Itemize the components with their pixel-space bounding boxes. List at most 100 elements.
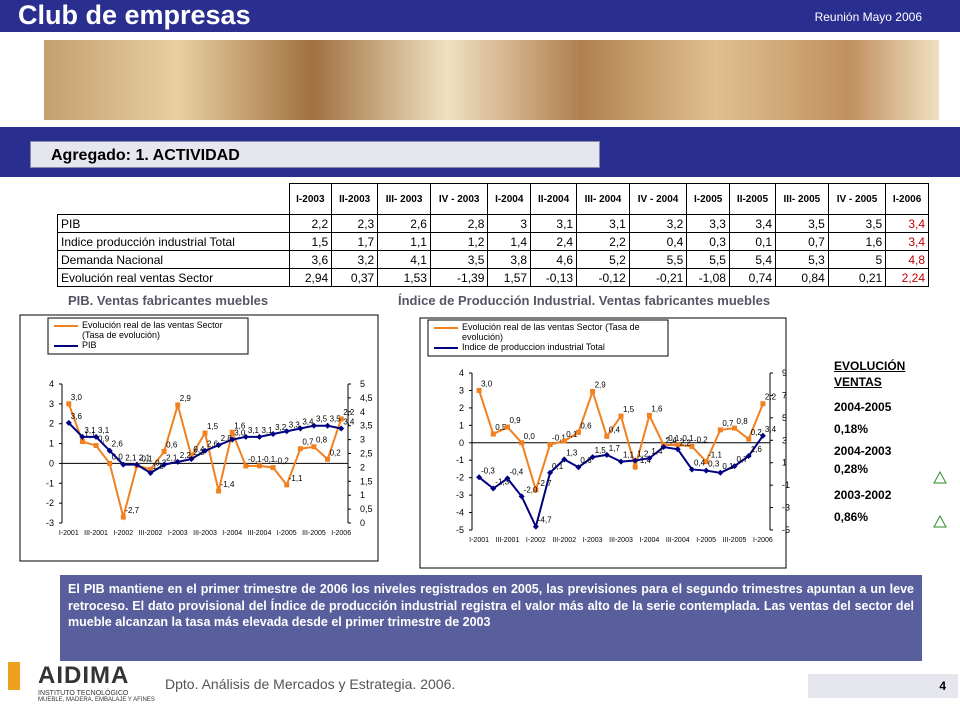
y-tick-label: -1 [46, 478, 54, 488]
y2-tick-label: 7 [782, 390, 787, 400]
marker [746, 436, 752, 442]
x-tick-label: III-2004 [248, 530, 272, 537]
marker [533, 487, 539, 493]
data-label: -0,1 [248, 455, 262, 464]
data-label: -0,2 [275, 457, 289, 466]
data-label: -0,1 [552, 434, 566, 443]
cell: 1,53 [377, 268, 431, 287]
data-label: 1,8 [153, 462, 165, 471]
data-label: -0,4 [509, 467, 523, 476]
summary: El PIB mantiene en el primer trimestre d… [60, 575, 922, 661]
data-label: -2,7 [538, 479, 552, 488]
x-tick-label: I-2006 [331, 530, 351, 537]
marker [490, 485, 497, 492]
marker [717, 427, 723, 433]
cell: 2,6 [377, 214, 431, 233]
data-label: 0,9 [509, 416, 521, 425]
legend-label: Evolución real de las ventas Sector (Tas… [82, 320, 223, 340]
marker [229, 429, 235, 435]
data-label: 1,6 [234, 421, 246, 430]
data-label: 1,5 [623, 405, 635, 414]
logo-text: AIDIMA [8, 662, 155, 690]
data-label: 0,7 [302, 438, 314, 447]
data-label: 0,4 [609, 425, 621, 434]
data-label: 2,2 [765, 393, 777, 402]
data-label: 1,3 [566, 448, 578, 457]
marker [731, 463, 738, 470]
marker [689, 443, 695, 449]
marker [175, 402, 181, 408]
section-title: Agregado: 1. ACTIVIDAD [30, 141, 600, 168]
data-label: -1,3 [495, 478, 509, 487]
page-number: 4 [808, 674, 958, 698]
data-label: 0,1 [552, 462, 564, 471]
marker [732, 425, 738, 431]
data-label: 1,2 [637, 449, 649, 458]
y2-tick-label: 3 [360, 435, 365, 445]
marker [65, 419, 72, 426]
data-label: -0,3 [481, 466, 495, 475]
y2-tick-label: 2 [360, 462, 365, 472]
marker [674, 446, 681, 453]
row-label: Evolución real ventas Sector [57, 268, 290, 287]
data-label: 3,4 [302, 417, 314, 426]
y2-tick-label: -5 [782, 525, 790, 535]
data-label: 0,1 [566, 430, 578, 439]
legend-label: PIB [82, 340, 97, 350]
cell: 5,5 [628, 250, 688, 269]
data-label: -2,0 [524, 485, 538, 494]
data-label: 0,0 [524, 432, 536, 441]
data-label: 1,1 [84, 431, 96, 440]
x-tick-label: I-2002 [113, 530, 133, 537]
data-label: -0,1 [680, 434, 694, 443]
y2-tick-label: 0 [360, 518, 365, 528]
x-tick-label: III-2001 [84, 530, 108, 537]
chart-title: Índice de Producción Industrial. Ventas … [398, 293, 771, 308]
marker [325, 456, 331, 462]
marker [311, 444, 317, 450]
legend-label-box: PIB [82, 340, 97, 350]
marker [590, 388, 596, 394]
x-tick-label: I-2005 [277, 530, 297, 537]
y-tick-label: 2 [459, 403, 464, 413]
y-tick-label: 0 [459, 438, 464, 448]
y2-tick-label: 1 [360, 490, 365, 500]
cell: 0,74 [728, 268, 777, 287]
marker [120, 514, 126, 520]
marker [575, 464, 582, 471]
marker [243, 463, 249, 469]
data-label: 3,5 [316, 415, 328, 424]
x-tick-label: III-2002 [139, 530, 163, 537]
marker [703, 459, 709, 465]
data-label: 0,6 [580, 421, 592, 430]
y-tick-label: 0 [49, 458, 54, 468]
chart-frame [19, 314, 379, 562]
data-label: 3,1 [261, 426, 273, 435]
cell: 3,6 [288, 250, 333, 269]
photo-strip [44, 40, 939, 120]
cell: 2,2 [288, 214, 333, 233]
data-label: -1,4 [637, 456, 651, 465]
marker [338, 425, 345, 432]
marker [476, 387, 482, 393]
cell: 3,4 [728, 214, 777, 233]
data-label: 1,4 [651, 447, 663, 456]
data-label: 0,8 [316, 436, 328, 445]
data-label: -4,7 [538, 516, 552, 525]
marker [229, 436, 236, 443]
marker [688, 466, 695, 473]
cell: 2,4 [530, 232, 578, 251]
row-label: Indice producción industrial Total [57, 232, 290, 251]
marker [604, 433, 610, 439]
cell: -0,13 [530, 268, 578, 287]
data-label: -1,1 [708, 451, 722, 460]
y2-tick-label: 5 [360, 379, 365, 389]
header-row: I-2003 II-2003 III- 2003 IV - 2003 I-2004 II-… [57, 183, 929, 215]
data-label: 2,2 [680, 438, 692, 447]
row: Demanda Nacional 3,6 3,2 4,1 3,5 3,8 4,6 5,2 5,5… [57, 250, 929, 269]
y2-tick-label: 0,5 [360, 504, 373, 514]
data-label: 0,7 [722, 419, 734, 428]
x-tick-label: I-2002 [526, 537, 546, 544]
y-tick-label: 4 [49, 379, 54, 389]
